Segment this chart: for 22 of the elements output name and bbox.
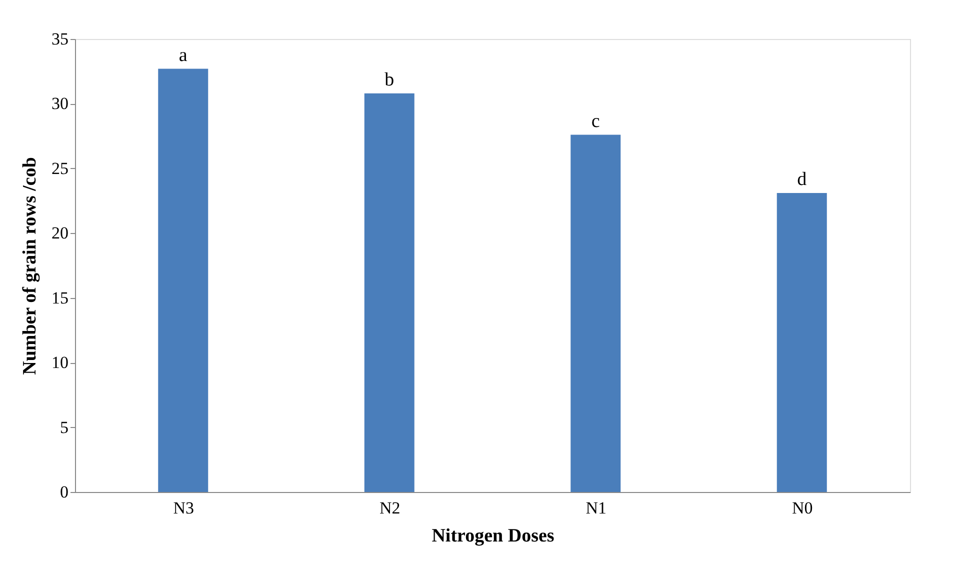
y-tick-label: 15 [52, 288, 68, 308]
y-tick-label: 35 [52, 30, 68, 48]
annotation: b [384, 69, 394, 90]
annotation: d [797, 169, 808, 190]
y-tick-label: 10 [52, 353, 68, 372]
x-tick-label: N2 [379, 498, 400, 518]
y-tick-label: 25 [52, 158, 68, 178]
x-tick-label: N3 [173, 498, 194, 518]
y-tick-label: 0 [60, 482, 68, 502]
y-tick-label: 20 [52, 224, 68, 243]
y-axis-title: Number of grain rows /cob [20, 157, 40, 375]
bar [776, 193, 827, 492]
x-tick-label: N1 [586, 498, 607, 518]
bar [158, 68, 208, 492]
bar [364, 93, 414, 492]
y-tick-label: 30 [52, 94, 68, 114]
y-tick-label: 5 [60, 418, 68, 437]
annotation: a [178, 44, 188, 66]
x-tick-label: N0 [792, 498, 813, 518]
bar [570, 134, 621, 492]
x-axis-title: Nitrogen Doses [432, 526, 554, 546]
annotation: c [591, 110, 600, 132]
